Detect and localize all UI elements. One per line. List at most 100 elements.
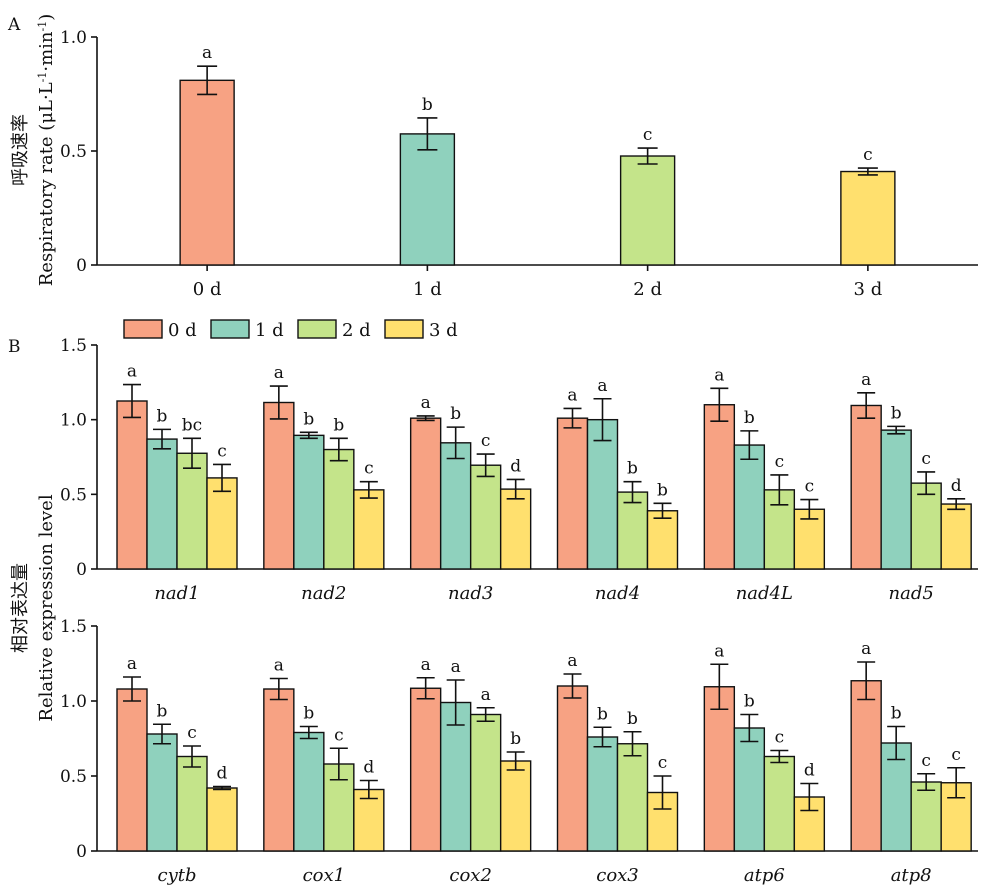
- panel-b-upper-sig-letter: d: [951, 476, 962, 496]
- panel-a-sig-letter: c: [863, 145, 873, 165]
- legend: 0 d 1 d 2 d 3 d: [123, 319, 458, 341]
- panel-b-lower-sig-letter: a: [861, 639, 871, 659]
- ylabel-en-part3: ): [36, 14, 57, 21]
- panel-b-lower-bar: [469, 713, 502, 852]
- panel-a-bar-3: [840, 170, 896, 266]
- panel-b-lower-bar: [733, 727, 766, 852]
- panel-a-ylabel-en: Respiratory rate (μL·L-1·min-1): [36, 14, 58, 287]
- ylabel-en-sup1: -1: [36, 72, 49, 83]
- panel-b-lower-bar: [293, 731, 325, 852]
- panel-b-upper-bar: [940, 503, 972, 570]
- panel-b-lower-bar: [763, 755, 796, 852]
- panel-a-x-tick-label: 0 d: [193, 279, 222, 300]
- legend-swatch-0: [123, 319, 163, 339]
- panel-a-y-tick-label: 0.5: [60, 142, 87, 162]
- panel-b-lower-bar: [556, 685, 589, 852]
- panel-b-lower-y-tick-label: 1.5: [60, 617, 87, 637]
- panel-b-upper-category-label: nad1: [154, 583, 199, 604]
- panel-b-upper-bar: [910, 482, 942, 570]
- ylabel-en-sup2: -1: [36, 21, 49, 32]
- panel-b-lower-bar: [910, 781, 942, 852]
- panel-b-lower-bar: [176, 755, 208, 852]
- panel-b-upper-sig-letter: a: [597, 376, 607, 396]
- panel-b-lower-sig-letter: b: [891, 704, 902, 724]
- panel-a: A 呼吸速率 Respiratory rate (μL·L-1·min-1) 0…: [7, 14, 978, 300]
- panel-b-lower-bar: [703, 686, 736, 852]
- panel-b-upper-category-label: nad4: [595, 583, 640, 604]
- panel-b-lower-sig-letter: b: [510, 729, 521, 749]
- panel-b-lower-bar: [263, 688, 295, 852]
- panel-b-lower-sig-letter: b: [597, 704, 608, 724]
- panel-b-upper-sig-letter: c: [775, 452, 785, 472]
- panel-b-upper-sig-letter: c: [921, 449, 931, 469]
- panel-b-upper-sig-letter: b: [157, 406, 168, 426]
- panel-b-upper-category-label: nad5: [889, 583, 934, 604]
- panel-b-upper-category-label: nad3: [448, 583, 493, 604]
- panel-b-upper-sig-letter: b: [627, 459, 638, 479]
- panel-b-upper-bar: [323, 448, 355, 570]
- panel-b-upper-bar: [146, 438, 178, 570]
- panel-b-lower-y-tick-label: 1.0: [60, 692, 87, 712]
- panel-b-upper-sig-letter: b: [450, 404, 461, 424]
- panel-b-upper-bar: [703, 404, 736, 570]
- panel-b-upper-sig-letter: b: [891, 403, 902, 423]
- panel-a-bar-0: [179, 79, 235, 266]
- panel-b-lower-category-label: cox1: [303, 865, 346, 886]
- panel-b-upper-bar: [439, 442, 472, 570]
- panel-b-upper-sig-letter: b: [303, 409, 314, 429]
- panel-b-lower-bar: [116, 688, 148, 852]
- panel-b-upper-sig-letter: a: [274, 363, 284, 383]
- panel-b-lower-sig-letter: b: [627, 709, 638, 729]
- panel-b-lower-category-label: atp8: [891, 865, 932, 886]
- panel-b-ylabel: 相对表达量: [10, 563, 31, 653]
- panel-b-upper-sig-letter: b: [657, 480, 668, 500]
- panel-b-upper-sig-letter: b: [744, 408, 755, 428]
- panel-b-upper-sig-letter: a: [861, 370, 871, 390]
- panel-b-upper-y-tick-label: 1.0: [60, 411, 87, 431]
- panel-b-lower-sig-letter: a: [567, 651, 577, 671]
- panel-b-upper-sig-letter: a: [127, 362, 137, 382]
- panel-b-lower-bar: [850, 680, 882, 852]
- panel-b-lower-sig-letter: a: [421, 655, 431, 675]
- panel-b-lower-sig-letter: c: [658, 753, 668, 773]
- panel-a-sig-letter: a: [202, 43, 212, 63]
- panel-b-lower-y-tick-label: 0.5: [60, 767, 87, 787]
- panel-b-upper-category-label: nad4L: [736, 583, 793, 604]
- panel-b-upper-bar: [176, 452, 208, 570]
- panel-b-lower-sig-letter: c: [951, 745, 961, 765]
- panel-a-bar-2: [619, 155, 676, 266]
- panel-b-upper-y-tick-label: 0: [76, 560, 87, 580]
- panel-b-upper-bar: [793, 508, 826, 570]
- panel-b-lower-sig-letter: b: [303, 704, 314, 724]
- panel-b-lower-sig-letter: b: [157, 701, 168, 721]
- panel-b-upper-bar: [263, 401, 295, 570]
- panel-b-upper-bar: [116, 400, 148, 570]
- panel-b-lower-sig-letter: a: [451, 657, 461, 677]
- panel-b-lower-sig-letter: c: [334, 725, 344, 745]
- panel-b-upper-bar: [293, 434, 325, 570]
- legend-label-2: 2 d: [342, 320, 371, 341]
- panel-a-plot: 0 0.5 1.0 a 0 d b 1 d c 2 d c 3 d: [60, 28, 978, 300]
- panel-b-lower-sig-letter: a: [714, 641, 724, 661]
- panel-b-lower-sig-letter: d: [363, 758, 374, 778]
- panel-b-lower-sig-letter: d: [804, 761, 815, 781]
- ylabel-en-part1: Respiratory rate (μL·L: [36, 82, 57, 286]
- panel-b-upper-bar: [733, 444, 766, 570]
- panel-b-lower-sig-letter: a: [127, 654, 137, 674]
- legend-label-0: 0 d: [168, 320, 197, 341]
- panel-b-upper-sig-letter: a: [567, 385, 577, 405]
- panel-a-sig-letter: b: [422, 95, 433, 115]
- panel-b-lower-sig-letter: c: [187, 723, 197, 743]
- panel-b-lower-sig-letter: d: [217, 764, 228, 784]
- panel-b-lower-category-label: atp6: [744, 865, 785, 886]
- panel-b-lower-sig-letter: c: [775, 728, 785, 748]
- panel-b-upper-bar: [646, 510, 679, 570]
- panel-b-lower-sig-letter: c: [921, 751, 931, 771]
- panel-b-lower-bar: [586, 736, 619, 852]
- panel-b-upper-bar: [206, 477, 238, 570]
- panel-b-lower-sig-letter: b: [744, 692, 755, 712]
- panel-b-lower-category-label: cox2: [449, 865, 492, 886]
- panel-b-upper-bar: [499, 488, 532, 570]
- panel-b-lower-sig-letter: a: [274, 656, 284, 676]
